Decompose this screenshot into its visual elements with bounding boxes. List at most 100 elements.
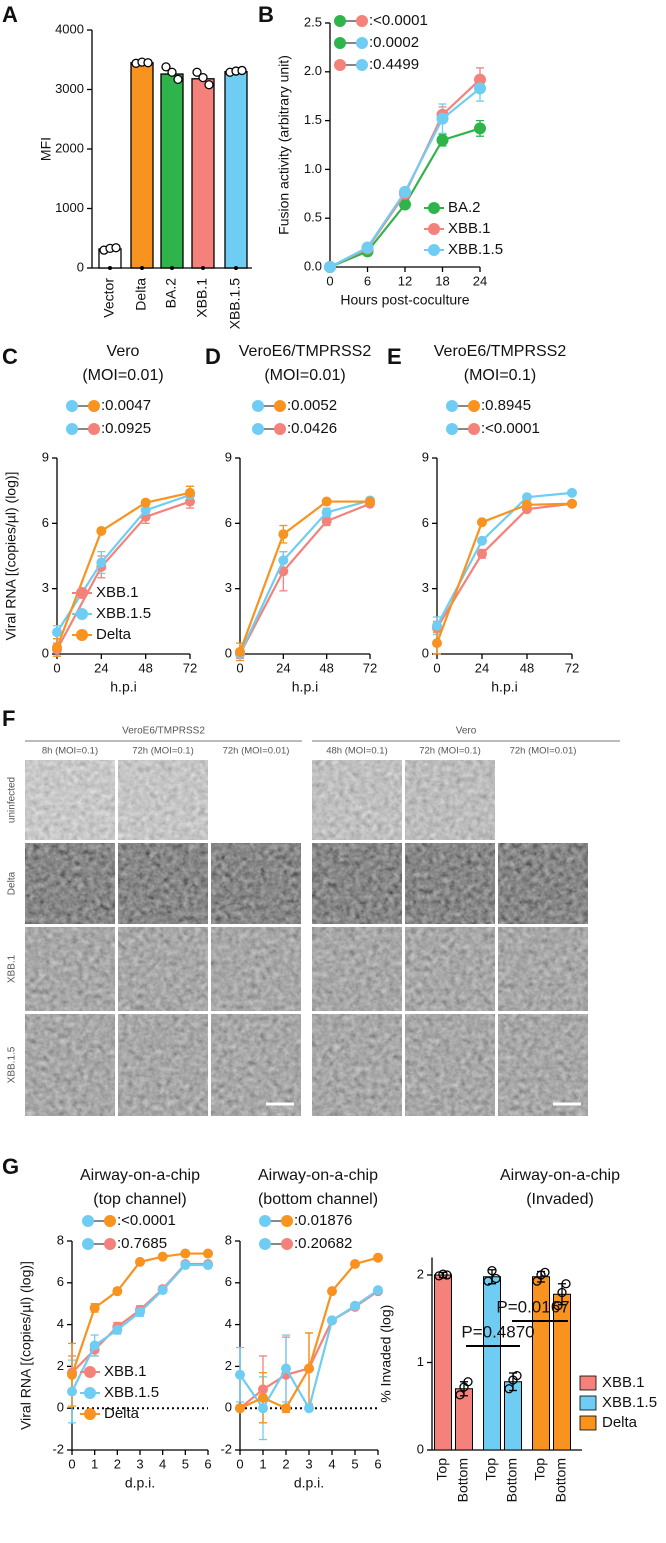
x-tick-label: 24: [94, 660, 108, 675]
x-tick-label: 1: [259, 1456, 266, 1471]
y-tick-label: 9: [422, 449, 429, 464]
chart-title: (bottom channel): [258, 1191, 378, 1208]
legend-label: Delta: [602, 1414, 638, 1431]
y-axis-label: MFI: [38, 137, 54, 161]
point: [258, 1392, 268, 1403]
point: [324, 261, 336, 273]
point: [52, 627, 62, 638]
y-tick-label: 9: [42, 449, 49, 464]
y-tick-label: 4: [57, 1316, 64, 1331]
y-tick-label: 2.5: [304, 14, 322, 29]
y-tick-label: 4: [225, 1316, 232, 1331]
micrograph: [498, 1014, 588, 1116]
legend-marker: [428, 244, 440, 256]
group-label: Vero: [456, 726, 477, 737]
legend-label: XBB.1: [448, 220, 491, 237]
x-tick-label: BA.2: [163, 278, 179, 309]
comparison-marker: [356, 59, 368, 71]
chart-title: (top channel): [93, 1191, 186, 1208]
replicate-point: [553, 1300, 563, 1311]
x-tick-label: Vector: [101, 278, 117, 318]
legend-label: Delta: [96, 626, 132, 643]
point: [281, 1363, 291, 1374]
chart-title: Airway-on-a-chip: [500, 1167, 620, 1184]
replicate-point: [161, 62, 171, 72]
comparison-label: :0.8945: [481, 397, 531, 414]
x-tick-label: 72: [183, 660, 197, 675]
axis-dot: [140, 266, 144, 270]
comparison-marker: [82, 1215, 94, 1227]
x-tick-label: 1: [91, 1456, 98, 1471]
micrograph: [498, 927, 588, 1011]
point: [432, 620, 442, 631]
y-tick-label: 9: [225, 449, 232, 464]
y-tick-label: -2: [52, 1441, 64, 1456]
x-tick-label: Top: [532, 1458, 548, 1481]
micrograph: [312, 927, 402, 1011]
point: [278, 529, 289, 540]
row-label: Delta: [7, 871, 18, 895]
micrograph: [25, 760, 115, 840]
comparison-marker: [334, 37, 346, 49]
x-tick-label: 4: [159, 1456, 166, 1471]
comparison-label: :0.0052: [287, 397, 337, 414]
legend-marker: [84, 1387, 96, 1399]
point: [399, 185, 411, 198]
point: [278, 566, 289, 577]
replicate-point: [483, 1276, 493, 1286]
row-label: uninfected: [7, 777, 18, 823]
x-tick-label: 3: [305, 1456, 312, 1471]
x-tick-label: 24: [475, 660, 489, 675]
comparison-label: :0.0426: [287, 420, 337, 437]
y-tick-label: 2: [225, 1358, 232, 1373]
x-tick-label: 48: [520, 660, 534, 675]
y-tick-label: 1.5: [304, 112, 322, 127]
replicate-point: [557, 1287, 567, 1298]
annotation: P=0.0167: [496, 1297, 569, 1316]
series-line: [435, 502, 573, 644]
y-tick-label: 6: [57, 1274, 64, 1289]
y-tick-label: 8: [57, 1232, 64, 1247]
x-tick-label: 6: [364, 273, 371, 288]
chart-title: Airway-on-a-chip: [258, 1167, 378, 1184]
y-tick-label: 8: [225, 1232, 232, 1247]
replicate-point: [504, 1384, 514, 1394]
y-axis-label: % Invaded (log): [378, 1305, 394, 1403]
comparison-label: :<0.0001: [481, 420, 540, 437]
comparison-marker: [274, 423, 286, 435]
legend-swatch: [579, 1395, 597, 1411]
axis-dot: [170, 266, 174, 270]
x-tick-label: 6: [374, 1456, 381, 1471]
point: [258, 1384, 268, 1395]
x-axis-label: h.p.i: [110, 679, 136, 695]
comparison-marker: [252, 400, 264, 412]
comparison-marker: [88, 400, 100, 412]
x-tick-label: XBB.1.5: [227, 278, 243, 330]
replicate-point: [512, 1370, 522, 1381]
y-tick-label: 0: [422, 645, 429, 660]
panel-letter: A: [2, 2, 18, 27]
panel-letter: D: [205, 344, 221, 369]
point: [180, 1248, 191, 1259]
comparison-marker: [281, 1238, 293, 1250]
comparison-marker: [104, 1238, 116, 1250]
point: [477, 535, 487, 546]
comparison-label: :<0.0001: [369, 12, 428, 29]
comparison-marker: [334, 15, 346, 27]
comparison-label: :0.0002: [369, 34, 419, 51]
x-tick-label: 5: [182, 1456, 189, 1471]
panel-letter: E: [387, 344, 402, 369]
point: [96, 557, 107, 568]
comparison-marker: [66, 423, 78, 435]
comparison-label: :0.01876: [294, 1212, 352, 1229]
point: [327, 1315, 337, 1326]
comparison-marker: [468, 423, 480, 435]
x-tick-label: 24: [276, 660, 290, 675]
comparison-label: :<0.0001: [117, 1212, 176, 1229]
chart-title: (MOI=0.01): [82, 367, 163, 384]
micrograph: [118, 760, 208, 840]
legend-label: XBB.1: [104, 1363, 147, 1380]
point: [140, 497, 151, 508]
chart-title: (MOI=0.01): [264, 367, 345, 384]
